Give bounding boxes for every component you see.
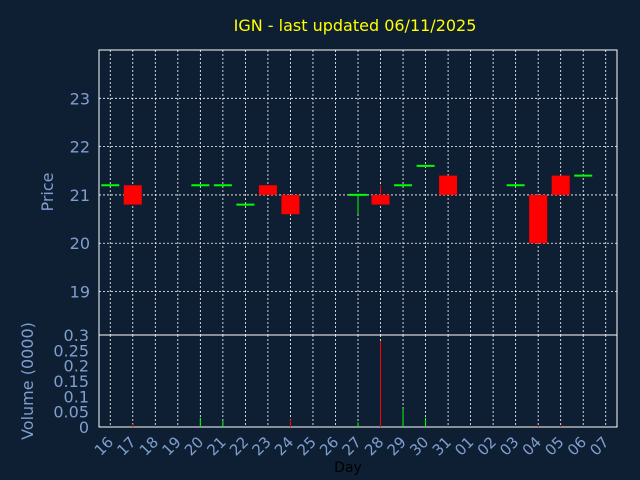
chart-title: IGN - last updated 06/11/2025 — [234, 16, 477, 35]
volume-y-tick-label: 0.25 — [53, 341, 89, 360]
candle-body — [439, 175, 458, 195]
x-axis-ticks: 1617181920212223242526272829303101020304… — [91, 433, 613, 459]
volume-y-ticks: 00.050.10.150.20.250.3 — [53, 326, 89, 437]
candle-body — [123, 185, 142, 205]
volume-y-tick-label: 0.15 — [53, 372, 89, 391]
price-y-tick-label: 23 — [70, 89, 90, 108]
volume-bars — [132, 341, 562, 427]
candle-body — [371, 194, 390, 205]
price-y-tick-label: 20 — [70, 234, 90, 253]
price-axis-label: Price — [38, 172, 57, 211]
volume-axis-label: Volume (0000) — [18, 322, 37, 440]
price-y-tick-label: 19 — [70, 283, 90, 302]
volume-y-tick-label: 0.1 — [64, 387, 89, 406]
candle-body — [551, 175, 570, 195]
x-axis-label: Day — [334, 460, 362, 476]
volume-y-tick-label: 0.05 — [53, 403, 89, 422]
volume-y-tick-label: 0.2 — [64, 357, 89, 376]
candle-body — [258, 185, 277, 195]
volume-y-tick-label: 0.3 — [64, 326, 89, 345]
price-grid — [99, 50, 617, 335]
volume-grid — [109, 335, 607, 427]
price-y-tick-label: 21 — [70, 186, 90, 205]
price-y-ticks: 19 20 21 22 23 — [70, 89, 90, 301]
candle-body — [529, 194, 548, 244]
volume-y-tick-label: 0 — [79, 418, 89, 437]
price-y-tick-label: 22 — [70, 138, 90, 157]
candle-body — [281, 194, 300, 215]
price-candles — [101, 164, 593, 244]
